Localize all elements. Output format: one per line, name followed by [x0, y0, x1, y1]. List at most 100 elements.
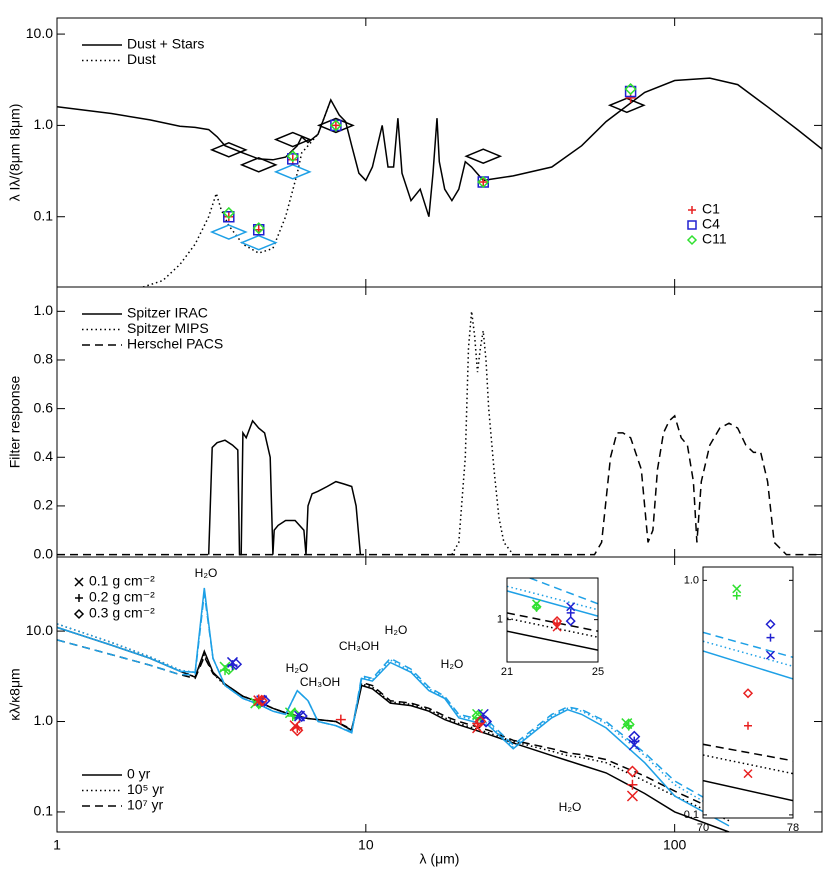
legend-marker — [73, 608, 85, 620]
data-marker — [286, 150, 299, 163]
data-marker — [742, 688, 754, 699]
data-marker — [316, 117, 355, 134]
data-line — [507, 630, 598, 651]
data-marker — [532, 599, 542, 609]
data-marker — [624, 83, 637, 96]
plot-frame — [506, 577, 599, 663]
inset: 0.1 1.0 70 78 — [684, 566, 799, 834]
data-marker — [223, 211, 234, 222]
data-marker — [765, 619, 776, 630]
y-tick-label: 0.8 — [34, 351, 54, 367]
legend-label: 0.3 g cm⁻² — [89, 605, 155, 621]
data-marker — [239, 157, 278, 173]
data-marker — [329, 119, 342, 132]
data-line — [507, 617, 598, 638]
x-tick-label: 25 — [592, 666, 604, 678]
legend-label: 0 yr — [127, 766, 151, 782]
data-line — [57, 593, 730, 813]
legend-marker — [75, 594, 83, 602]
x-axis-title: λ (μm) — [420, 851, 460, 867]
data-marker — [223, 210, 235, 223]
legend-label: 0.2 g cm⁻² — [89, 589, 155, 605]
data-marker — [330, 119, 342, 132]
x-tick-label: 100 — [663, 837, 687, 853]
data-line — [207, 419, 362, 556]
data-marker — [209, 224, 248, 240]
y-tick-label: 0.2 — [34, 497, 54, 513]
data-marker — [288, 708, 302, 721]
x-tick-label: 1 — [53, 837, 61, 853]
legend-label: Spitzer IRAC — [127, 305, 208, 321]
legend-label: C1 — [702, 201, 720, 217]
legend-marker — [688, 206, 696, 214]
data-marker — [766, 633, 775, 642]
data-line — [142, 99, 332, 287]
legend-label: Dust — [127, 51, 156, 67]
data-marker — [622, 718, 635, 731]
y-tick-label: 0.6 — [34, 399, 54, 415]
data-marker — [222, 206, 235, 220]
annotation: CH₃OH — [339, 639, 379, 653]
data-marker — [477, 176, 489, 188]
data-marker — [743, 769, 753, 779]
legend-label: 10⁷ yr — [127, 797, 164, 813]
data-marker — [566, 608, 575, 617]
y-tick-label: 1 — [497, 614, 503, 626]
y-tick-label: 1.0 — [34, 116, 54, 132]
data-line — [57, 623, 730, 822]
data-marker — [627, 779, 638, 790]
annotation: H₂O — [195, 566, 218, 580]
annotation: H₂O — [559, 800, 582, 814]
y-axis-title: κλ/κ8μm — [7, 668, 23, 720]
data-marker — [477, 175, 490, 189]
data-marker — [478, 177, 489, 188]
data-line — [57, 639, 730, 817]
data-line — [507, 590, 598, 617]
data-marker — [335, 714, 346, 725]
data-line — [703, 650, 793, 680]
data-marker — [273, 131, 312, 148]
y-tick-label: 0.0 — [34, 545, 54, 561]
data-line — [57, 414, 822, 556]
annotation: H₂O — [385, 623, 408, 637]
data-marker — [765, 650, 776, 660]
series-group — [57, 77, 822, 287]
legend-label: C11 — [702, 231, 727, 247]
data-marker — [479, 715, 493, 728]
x-tick-label: 78 — [787, 822, 799, 834]
annotation: H₂O — [441, 657, 464, 671]
legend-label: Herschel PACS — [127, 336, 223, 352]
y-tick-label: 0.1 — [684, 809, 699, 821]
data-line — [507, 612, 598, 632]
inset: 1 21 25 — [497, 577, 604, 678]
y-tick-label: 10.0 — [26, 622, 53, 638]
data-line — [703, 640, 793, 668]
annotation: H₂O — [286, 661, 309, 675]
legend-marker — [687, 220, 697, 230]
data-marker — [255, 694, 268, 707]
data-marker — [330, 120, 341, 131]
y-tick-label: 1.0 — [684, 574, 699, 586]
data-marker — [474, 715, 487, 728]
legend-label: 0.1 g cm⁻² — [89, 573, 155, 589]
data-line — [703, 754, 793, 775]
y-axis-title: Filter response — [7, 375, 23, 468]
data-marker — [626, 790, 638, 802]
data-marker — [239, 234, 278, 251]
data-marker — [531, 601, 542, 612]
annotation: CH₃OH — [300, 675, 340, 689]
plot-frame — [702, 566, 794, 819]
data-line — [451, 311, 514, 556]
data-marker — [289, 720, 301, 732]
y-axis-title: λ Iλ/(8μm I8μm) — [7, 104, 23, 202]
data-marker — [209, 142, 248, 158]
legend-label: Dust + Stars — [127, 36, 204, 52]
series-group — [57, 587, 730, 832]
y-tick-label: 10.0 — [26, 25, 53, 41]
y-tick-label: 1.0 — [34, 712, 54, 728]
